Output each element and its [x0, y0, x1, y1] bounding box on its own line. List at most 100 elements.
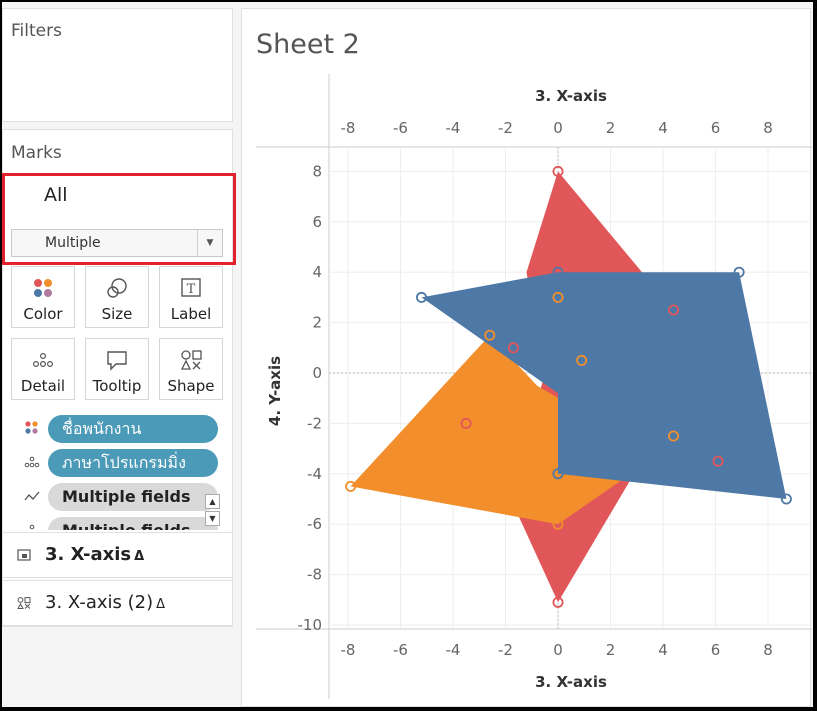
- marks-card-shape[interactable]: 3. X-axis (2) Δ: [2, 580, 233, 626]
- shape-mark-icon: [17, 597, 31, 609]
- mark-type-dropdown[interactable]: Multiple ▼: [11, 229, 223, 257]
- field-pill[interactable]: ชื่อพนักงาน: [48, 415, 218, 443]
- detail-dots-icon: [24, 456, 40, 468]
- scatter-point[interactable]: [552, 596, 564, 608]
- x-tick-label-bottom: 6: [711, 641, 721, 659]
- x-tick-label-top: 6: [711, 119, 721, 137]
- label-button[interactable]: T Label: [159, 266, 223, 328]
- y-axis-title: 4. Y-axis: [266, 356, 284, 426]
- highlight-box: [2, 173, 236, 265]
- scroll-up-button[interactable]: ▲: [205, 494, 220, 509]
- marks-all-tab[interactable]: All: [44, 184, 68, 206]
- scatter-point[interactable]: [667, 430, 679, 442]
- x-tick-label-bottom: -6: [393, 641, 408, 659]
- detail-button-label: Detail: [20, 377, 66, 395]
- label-button-label: Label: [170, 305, 212, 323]
- scatter-point[interactable]: [345, 480, 357, 492]
- field-pill[interactable]: Multiple fields: [48, 483, 218, 511]
- size-circles-icon: [107, 278, 127, 298]
- color-dots-icon: [25, 421, 38, 434]
- detail-button[interactable]: Detail: [11, 338, 75, 400]
- field-pill[interactable]: Multiple fields: [48, 517, 218, 530]
- scatter-point[interactable]: [552, 291, 564, 303]
- shape-button-label: Shape: [167, 377, 215, 395]
- tooltip-bubble-icon: [107, 351, 127, 371]
- scatter-point[interactable]: [733, 266, 745, 278]
- mark-type-value: Multiple: [45, 235, 101, 251]
- x-tick-label-top: 4: [658, 119, 668, 137]
- y-tick-label: 0: [312, 364, 322, 382]
- pill-row-detail: ภาษาโปรแกรมมิ่ง: [2, 447, 233, 477]
- pill-row-clip: Multiple fields: [2, 513, 233, 530]
- x-tick-label-top: -2: [498, 119, 513, 137]
- polygon-mark-2[interactable]: [421, 272, 787, 499]
- filters-shelf[interactable]: Filters: [2, 8, 233, 122]
- scroll-down-button[interactable]: ▼: [205, 511, 220, 526]
- y-tick-label: 4: [312, 263, 322, 281]
- color-button-label: Color: [23, 305, 63, 323]
- x-tick-label-top: 8: [763, 119, 773, 137]
- y-tick-label: -4: [307, 465, 322, 483]
- path-icon: [24, 491, 40, 501]
- x-axis-title-top: 3. X-axis: [535, 87, 607, 105]
- color-dots-icon: [34, 279, 52, 297]
- size-button[interactable]: Size: [85, 266, 149, 328]
- scatter-point[interactable]: [576, 354, 588, 366]
- scatter-point[interactable]: [552, 165, 564, 177]
- scatter-point[interactable]: [484, 329, 496, 341]
- color-button[interactable]: Color: [11, 266, 75, 328]
- sheet-view: Sheet 2 -8 -8 -6 -6 -4 -4 -2 -2 0 0 2 2 4 4 6 6 8 8 8 6 4 2 0 -…: [241, 8, 812, 707]
- scatter-point[interactable]: [712, 455, 724, 467]
- x-tick-label-top: -4: [446, 119, 461, 137]
- scatter-point[interactable]: [460, 417, 472, 429]
- x-axis-title-bottom: 3. X-axis: [535, 673, 607, 691]
- scatter-point[interactable]: [552, 518, 564, 530]
- x-tick-label-bottom: 2: [606, 641, 616, 659]
- x-tick-label-top: -8: [341, 119, 356, 137]
- x-tick-label-bottom: 8: [763, 641, 773, 659]
- scatter-point[interactable]: [507, 342, 519, 354]
- field-label: 3. X-axis Δ: [45, 544, 145, 565]
- shape-button[interactable]: Shape: [159, 338, 223, 400]
- x-tick-label-bottom: 0: [553, 641, 563, 659]
- y-tick-label: -8: [307, 566, 322, 584]
- scatter-point[interactable]: [552, 266, 564, 278]
- sheet-title: Sheet 2: [256, 29, 360, 60]
- detail-dots-icon: [32, 352, 54, 368]
- y-tick-label: 8: [312, 162, 322, 180]
- tooltip-button-label: Tooltip: [92, 377, 142, 395]
- scatter-point[interactable]: [780, 493, 792, 505]
- y-tick-label: -10: [298, 616, 323, 634]
- size-button-label: Size: [101, 305, 133, 323]
- x-tick-label-top: 2: [606, 119, 616, 137]
- y-tick-label: -2: [307, 414, 322, 432]
- tooltip-button[interactable]: Tooltip: [85, 338, 149, 400]
- y-tick-label: 2: [312, 314, 322, 332]
- field-pill[interactable]: ภาษาโปรแกรมมิ่ง: [48, 449, 218, 477]
- x-tick-label-top: -6: [393, 119, 408, 137]
- marks-title: Marks: [11, 143, 62, 163]
- scatter-point[interactable]: [552, 468, 564, 480]
- marks-card-polygon[interactable]: 3. X-axis Δ: [2, 532, 233, 578]
- shape-icon: [180, 350, 202, 370]
- x-tick-label-top: 0: [553, 119, 563, 137]
- label-t-icon: T: [181, 278, 201, 297]
- filters-title: Filters: [11, 21, 62, 41]
- scatter-point[interactable]: [667, 304, 679, 316]
- x-tick-label-bottom: -4: [446, 641, 461, 659]
- x-tick-label-bottom: -2: [498, 641, 513, 659]
- field-label: 3. X-axis (2) Δ: [45, 592, 166, 613]
- x-tick-label-bottom: 4: [658, 641, 668, 659]
- svg-text:T: T: [187, 282, 196, 297]
- pill-row-path: Multiple fields: [2, 481, 233, 511]
- scatter-chart[interactable]: -8-8-6-6-4-4-2-2002244668886420-2-4-6-8-…: [242, 9, 812, 707]
- x-tick-label-bottom: -8: [341, 641, 356, 659]
- pill-row-color: ชื่อพนักงาน: [2, 413, 233, 443]
- scatter-point[interactable]: [415, 291, 427, 303]
- pill-row-detail-2: Multiple fields: [2, 515, 233, 530]
- chevron-down-icon[interactable]: ▼: [197, 230, 222, 256]
- y-tick-label: 6: [312, 213, 322, 231]
- y-tick-label: -6: [307, 515, 322, 533]
- detail-dots-icon: [29, 524, 35, 530]
